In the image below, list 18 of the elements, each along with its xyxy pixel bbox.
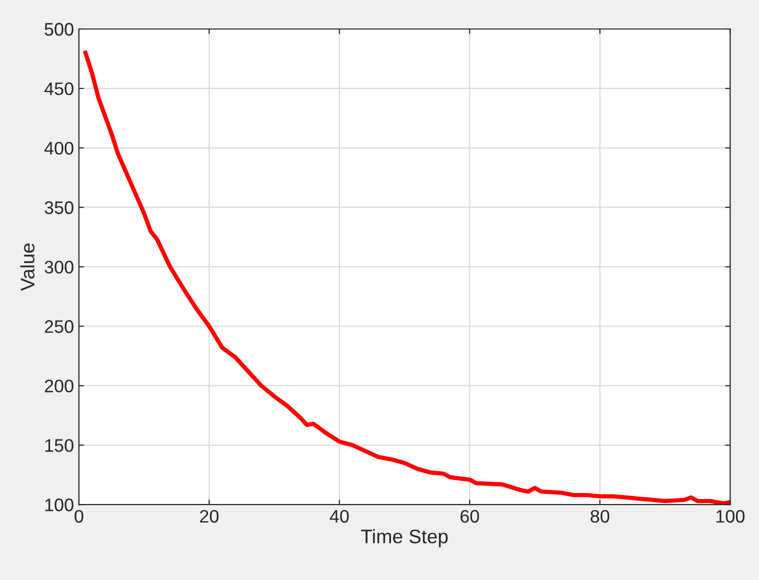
x-axis-title: Time Step	[361, 529, 448, 548]
x-tick-label: 0	[74, 510, 84, 523]
x-tick-label: 60	[460, 510, 480, 523]
x-tick-label: 40	[330, 510, 349, 523]
y-tick-label: 100	[45, 498, 74, 512]
y-tick-label: 150	[45, 439, 74, 452]
y-tick-label: 300	[44, 260, 74, 274]
y-tick-label: 350	[44, 201, 74, 214]
y-axis-title: Value	[20, 244, 35, 291]
x-tick-label: 100	[716, 510, 745, 523]
y-tick-label: 450	[44, 82, 74, 96]
y-tick-label: 400	[44, 142, 74, 155]
y-tick-label: 250	[44, 320, 74, 333]
y-tick-label: 200	[44, 380, 74, 392]
y-tick-label: 500	[44, 22, 74, 36]
line-series	[83, 50, 730, 505]
x-tick-label: 80	[590, 510, 610, 523]
x-tick-label: 20	[200, 510, 219, 523]
